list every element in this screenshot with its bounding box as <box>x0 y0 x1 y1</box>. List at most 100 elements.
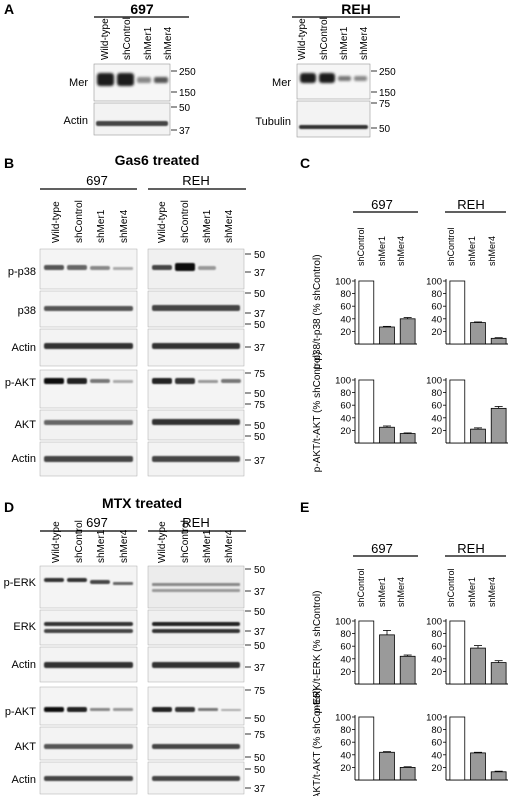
mw-marker: 50 <box>254 607 266 618</box>
lane-label: shControl <box>180 520 191 563</box>
panel-b-row-labels: p-p38 p38 Actin p-AKT AKT Actin <box>5 266 36 465</box>
y-tick-label: 60 <box>340 738 351 749</box>
bar <box>358 280 375 345</box>
bar <box>470 322 486 345</box>
panel-b-blots <box>39 248 245 477</box>
lane-label: shControl <box>446 227 456 266</box>
y-tick-label: 100 <box>335 713 351 724</box>
lane-label: shControl <box>122 17 133 60</box>
y-tick-label: 40 <box>431 750 442 761</box>
blot-label: p-AKT <box>5 377 36 389</box>
lane-label: shMer1 <box>96 529 107 563</box>
y-tick-label: 80 <box>431 289 442 300</box>
blot-label: Actin <box>12 342 36 354</box>
y-tick-label: 80 <box>431 725 442 736</box>
panel-d-blots <box>39 565 245 795</box>
y-tick-label: 60 <box>340 642 351 653</box>
group-label-reh: REH <box>457 541 484 556</box>
bands-actin-697 <box>96 121 168 126</box>
mw-marker: 50 <box>254 432 266 443</box>
bar <box>449 280 466 345</box>
blot-label: p-AKT <box>5 706 36 718</box>
y-tick-label: 20 <box>431 327 442 338</box>
lane-label: Wild-type <box>157 521 168 563</box>
panel-d: D MTX treated 697 REH Wild-type shContro… <box>4 495 266 795</box>
panel-d-lanes: Wild-type shControl shMer1 shMer4 Wild-t… <box>51 520 235 563</box>
lane-label: shMer1 <box>143 26 154 60</box>
mw-marker: 250 <box>179 67 196 78</box>
markers-a-reh: 250 150 75 50 <box>371 67 396 135</box>
panel-e-lanes: shControl shMer1 shMer4 shControl shMer1… <box>356 568 497 607</box>
y-tick-label: 20 <box>431 763 442 774</box>
mw-marker: 50 <box>254 421 266 432</box>
y-tick-label: 100 <box>426 277 442 288</box>
bar <box>490 771 507 781</box>
lane-label: shMer4 <box>487 236 497 266</box>
blot-label: Actin <box>12 453 36 465</box>
lane-label: shMer1 <box>339 26 350 60</box>
bands-tubulin-reh <box>299 125 368 129</box>
mw-marker: 50 <box>254 289 266 300</box>
mw-marker: 50 <box>254 389 266 400</box>
panel-b-lanes: Wild-type shControl shMer1 shMer4 Wild-t… <box>51 200 235 243</box>
panel-d-letter: D <box>4 499 14 515</box>
bar <box>379 634 395 685</box>
mw-marker: 50 <box>379 124 391 135</box>
bar <box>449 716 466 781</box>
bar <box>490 337 507 345</box>
lane-label: shMer1 <box>202 529 213 563</box>
bar <box>399 655 416 685</box>
y-tick-label: 40 <box>340 654 351 665</box>
y-tick-label: 100 <box>335 277 351 288</box>
y-tick-label: 20 <box>340 426 351 437</box>
markers-a-697: 250 150 50 37 <box>171 67 196 137</box>
y-tick-label: 40 <box>340 750 351 761</box>
y-tick-label: 20 <box>340 327 351 338</box>
group-label-reh: REH <box>457 197 484 212</box>
y-tick-label: 60 <box>431 401 442 412</box>
bar <box>449 379 466 444</box>
lane-label: shMer1 <box>377 577 387 607</box>
y-tick-label: 60 <box>431 302 442 313</box>
panel-b: B Gas6 treated 697 REH Wild-type shContr… <box>4 152 266 477</box>
y-axis-label: p-AKT/t-AKT (% shControl) <box>312 688 323 796</box>
panel-a-letter: A <box>4 1 14 17</box>
blot-label: Actin <box>12 774 36 786</box>
blot-label: p-p38 <box>8 266 36 278</box>
lane-label: shMer4 <box>487 577 497 607</box>
panel-d-row-labels: p-ERK ERK Actin p-AKT AKT Actin <box>4 577 37 786</box>
lane-label: shMer4 <box>119 529 130 563</box>
lane-label: shMer4 <box>359 26 370 60</box>
panel-d-title: MTX treated <box>102 495 182 511</box>
bands-mer-reh <box>300 73 367 83</box>
panel-c: C 697 REH shControl shMer1 shMer4 shCont… <box>300 155 506 472</box>
y-tick-label: 60 <box>431 738 442 749</box>
panel-a-lanes-697: Wild-type shControl shMer1 shMer4 <box>100 17 174 60</box>
lane-label: shMer1 <box>96 209 107 243</box>
lane-label: Wild-type <box>51 201 62 243</box>
mw-marker: 50 <box>254 320 266 331</box>
mw-marker: 75 <box>254 400 266 411</box>
panel-b-bands <box>44 263 241 462</box>
y-tick-label: 100 <box>426 713 442 724</box>
panel-a: A 697 REH Wild-type shControl shMer1 shM… <box>4 1 400 138</box>
group-label-697: 697 <box>371 197 393 212</box>
group-label-reh: REH <box>182 515 209 530</box>
blot-label: p-ERK <box>4 577 37 589</box>
mw-marker: 75 <box>254 369 266 380</box>
bar-charts: 1008060402010080604020100806040201008060… <box>335 277 508 781</box>
panel-b-title: Gas6 treated <box>115 152 200 168</box>
y-tick-label: 40 <box>431 413 442 424</box>
mw-marker: 37 <box>254 784 266 795</box>
panel-a-title-697: 697 <box>130 1 154 17</box>
y-tick-label: 40 <box>431 654 442 665</box>
y-axis-label: p-AKT/t-AKT (% shControl) <box>312 352 323 472</box>
bar <box>379 326 395 345</box>
mw-marker: 37 <box>179 126 191 137</box>
mw-marker: 75 <box>254 686 266 697</box>
blot-label: AKT <box>15 741 37 753</box>
